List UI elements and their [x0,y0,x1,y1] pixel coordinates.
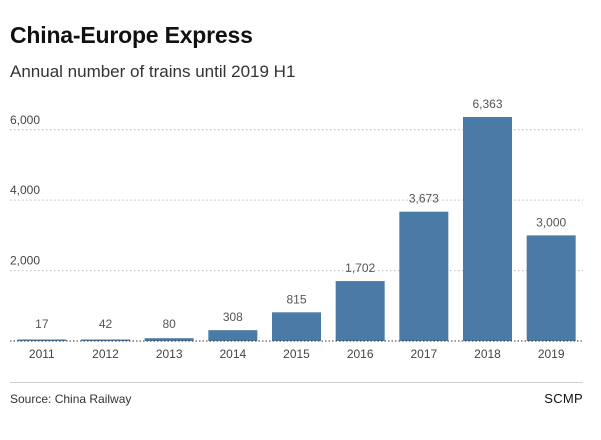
chart-subtitle: Annual number of trains until 2019 H1 [10,62,296,81]
x-tick-label: 2011 [29,347,55,361]
bar [399,211,449,341]
x-tick-label: 2016 [347,347,374,361]
data-label: 3,673 [409,192,439,206]
bar [272,312,321,341]
x-tick-label: 2015 [283,347,310,361]
y-tick-label: 2,000 [10,254,40,268]
data-label: 42 [99,317,113,331]
y-tick-label: 6,000 [10,113,40,127]
bar [463,117,512,341]
chart-title: China-Europe Express [10,22,253,48]
brand-logo: SCMP [544,391,583,406]
x-tick-label: 2013 [156,347,183,361]
bar [144,338,194,341]
footer-divider [10,382,583,383]
y-tick-label: 4,000 [10,183,40,197]
x-tick-label: 2014 [219,347,246,361]
data-label: 6,363 [472,97,502,111]
data-label: 17 [35,317,49,331]
bar [81,339,130,341]
data-label: 3,000 [536,215,566,229]
bar [208,330,258,341]
x-tick-label: 2018 [474,347,501,361]
data-label: 1,702 [345,261,375,275]
data-label: 80 [162,317,176,331]
bar [17,339,67,341]
x-tick-label: 2019 [538,347,565,361]
x-tick-label: 2017 [410,347,437,361]
data-label: 308 [223,310,243,324]
bar [526,235,576,341]
x-tick-label: 2012 [92,347,119,361]
source-note: Source: China Railway [10,392,132,406]
bar [335,281,385,341]
data-label: 815 [286,292,306,306]
